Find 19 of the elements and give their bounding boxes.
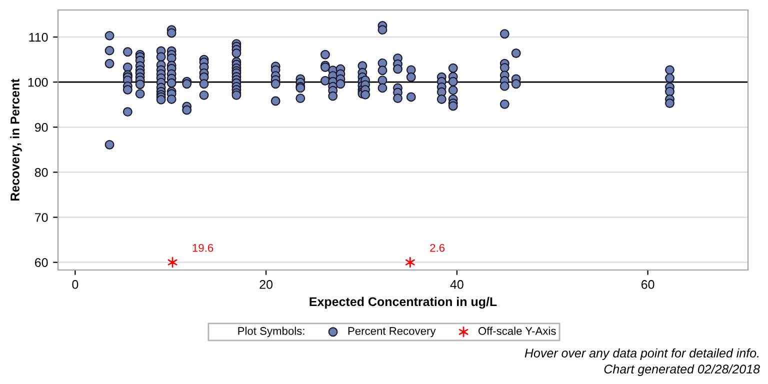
x-tick-label: 40 xyxy=(450,280,464,289)
x-tick-label: 60 xyxy=(641,280,654,289)
legend-title: Plot Symbols: xyxy=(238,326,304,338)
y-tick-label: 100 xyxy=(28,78,48,87)
y-tick-label: 60 xyxy=(35,258,48,267)
y-tick-label: 90 xyxy=(34,122,48,132)
legend-label: Percent Recovery xyxy=(348,327,436,338)
annotation: 2.6 xyxy=(430,244,445,252)
legend-label: Off-scale Y-Axis xyxy=(478,326,556,335)
y-tick-label: 80 xyxy=(34,168,48,177)
text: Hover over any data point for detailed info. xyxy=(524,348,758,360)
text: Chart generated 02/28/2018 xyxy=(604,364,760,376)
y-tick-label: 70 xyxy=(35,213,48,222)
y-axis-title: Recovery, in Percent xyxy=(10,78,22,201)
x-axis-title: Expected Concentration in ug/L xyxy=(310,296,497,309)
x-tick-label: 20 xyxy=(260,280,273,289)
y-tick-label: 110 xyxy=(29,32,48,42)
annotation: 19.6 xyxy=(192,244,214,252)
x-tick-label: 0 xyxy=(72,280,78,289)
